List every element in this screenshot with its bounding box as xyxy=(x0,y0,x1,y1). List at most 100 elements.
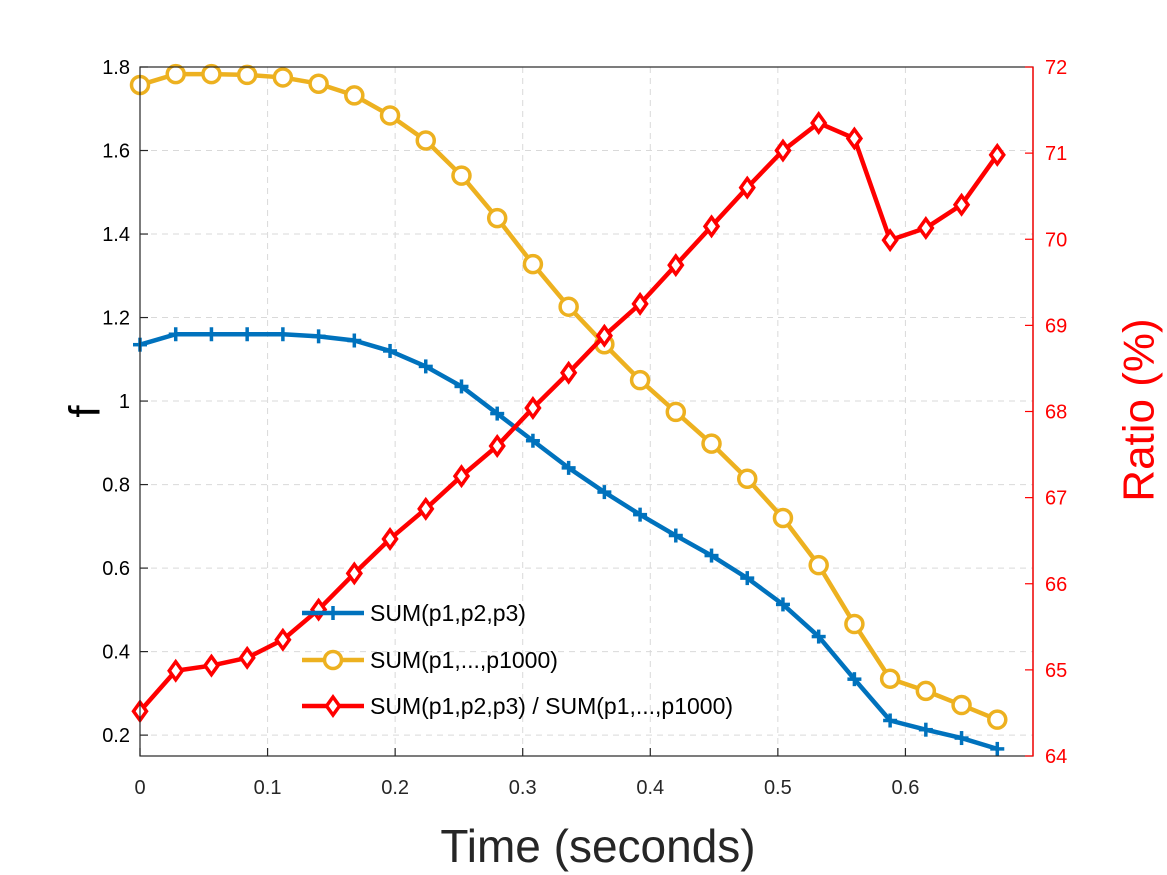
plot-frame xyxy=(139,66,1034,757)
data-point xyxy=(345,561,363,586)
data-point xyxy=(165,63,186,85)
data-point xyxy=(952,192,971,217)
legend-item-ratio: SUM(p1,p2,p3) / SUM(p1,...,p1000) xyxy=(302,693,733,719)
y-axis-left-label: f xyxy=(60,405,109,418)
data-point xyxy=(774,138,792,163)
x-tick-label: 0.3 xyxy=(509,777,537,799)
legend-label: SUM(p1,p2,p3) xyxy=(370,600,526,626)
data-point xyxy=(595,323,613,348)
data-point xyxy=(988,142,1006,167)
y-right-tick-label: 71 xyxy=(1045,143,1067,165)
data-point xyxy=(451,165,472,186)
data-point xyxy=(881,228,899,253)
series-2 xyxy=(131,110,1006,724)
data-point xyxy=(560,360,578,385)
y-right-tick-label: 66 xyxy=(1045,574,1067,596)
data-point xyxy=(879,668,901,689)
x-tick-label: 0.2 xyxy=(381,777,409,799)
data-point xyxy=(452,464,471,489)
data-point xyxy=(775,597,790,612)
data-point xyxy=(525,433,540,448)
legend-symbol xyxy=(302,606,364,620)
data-point xyxy=(702,214,721,239)
y-axis-right-label: Ratio (%) xyxy=(1114,318,1163,501)
data-point xyxy=(740,571,755,586)
x-tick-label: 0.5 xyxy=(764,777,792,799)
data-point xyxy=(667,253,685,278)
data-point xyxy=(454,379,469,394)
data-point xyxy=(236,64,258,86)
data-point xyxy=(883,713,898,728)
y-right-tick-label: 67 xyxy=(1045,488,1067,510)
data-point xyxy=(810,110,828,135)
legend-marker xyxy=(326,606,340,620)
data-point xyxy=(204,327,219,342)
data-point xyxy=(915,680,937,702)
data-point xyxy=(168,327,183,342)
y-left-tick-label: 0.2 xyxy=(102,725,130,747)
legend-symbol xyxy=(302,694,364,718)
y-axis-left-ticks: 0.2 0.4 0.6 0.8 1 1.2 1.4 1.6 1.8 xyxy=(102,57,148,747)
series-0 xyxy=(133,327,1005,756)
data-point xyxy=(631,291,649,316)
series-line xyxy=(138,120,1000,713)
data-point xyxy=(954,731,969,746)
data-point xyxy=(738,175,756,200)
data-point xyxy=(347,333,362,348)
data-point xyxy=(633,507,648,522)
data-point xyxy=(987,709,1008,730)
data-point xyxy=(844,613,865,635)
y-left-tick-label: 1.8 xyxy=(102,57,130,79)
data-point xyxy=(311,329,326,344)
data-point xyxy=(490,406,505,421)
y-left-tick-label: 0.8 xyxy=(102,475,130,497)
x-tick-label: 0.1 xyxy=(254,777,282,799)
data-point xyxy=(274,627,292,652)
data-point xyxy=(524,396,542,421)
data-point xyxy=(668,528,683,543)
data-point xyxy=(736,468,758,489)
series-1 xyxy=(129,63,1008,730)
legend-symbol xyxy=(302,649,364,671)
data-point xyxy=(772,507,794,529)
y-right-tick-label: 72 xyxy=(1045,57,1067,79)
y-left-tick-label: 1.4 xyxy=(102,224,130,246)
data-point xyxy=(379,105,401,126)
data-point xyxy=(845,126,864,151)
data-point xyxy=(488,433,506,458)
y-right-tick-label: 70 xyxy=(1045,229,1067,251)
data-point xyxy=(561,460,576,475)
data-point xyxy=(202,653,221,678)
data-point xyxy=(344,85,365,106)
data-point xyxy=(486,207,508,229)
data-point xyxy=(808,554,829,576)
y-axis-right-ticks: 64 65 66 67 68 69 70 71 72 xyxy=(1025,57,1067,768)
x-tick-label: 0.6 xyxy=(892,777,920,799)
x-axis-label: Time (seconds) xyxy=(440,820,755,872)
data-point xyxy=(597,485,612,500)
y-left-tick-label: 0.6 xyxy=(102,558,130,580)
data-point xyxy=(383,343,398,358)
x-tick-label: 0.4 xyxy=(636,777,664,799)
data-point xyxy=(990,741,1005,756)
data-point xyxy=(558,296,579,317)
data-point xyxy=(238,645,256,670)
series-layer xyxy=(129,63,1008,756)
series-line xyxy=(139,71,999,722)
grid-lines xyxy=(139,66,1033,756)
data-point xyxy=(381,526,399,551)
data-point xyxy=(918,722,933,737)
y-left-tick-label: 1.2 xyxy=(102,308,130,330)
data-point xyxy=(308,73,329,94)
data-point xyxy=(417,496,435,521)
legend-item-sum-p1-p2-p3: SUM(p1,p2,p3) xyxy=(302,600,526,626)
data-point xyxy=(201,63,222,85)
data-point xyxy=(704,548,719,563)
y-left-tick-label: 1.6 xyxy=(102,141,130,163)
legend: SUM(p1,p2,p3) SUM(p1,...,p1000) SUM(p1,p… xyxy=(302,600,733,719)
data-point xyxy=(665,401,687,423)
y-right-tick-label: 64 xyxy=(1045,746,1067,768)
legend-marker xyxy=(324,694,342,718)
x-axis-ticks: 0 0.1 0.2 0.3 0.4 0.5 0.6 xyxy=(134,748,919,799)
